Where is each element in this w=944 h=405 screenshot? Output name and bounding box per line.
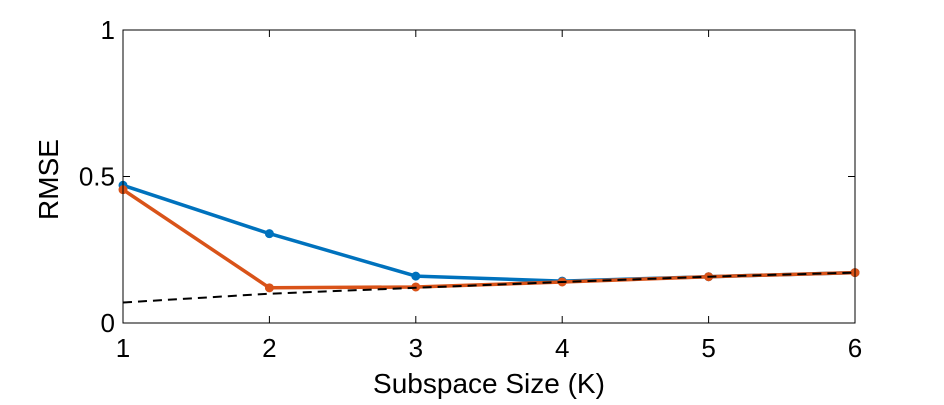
series-line-3	[122, 271, 856, 304]
x-tick-label: 2	[262, 333, 276, 363]
series-2-point	[264, 283, 274, 293]
x-tick-label: 3	[409, 333, 423, 363]
series-1-point	[411, 271, 421, 281]
x-tick-label: 6	[848, 333, 862, 363]
x-tick-label: 5	[701, 333, 715, 363]
x-tick-label: 4	[555, 333, 569, 363]
x-axis-label: Subspace Size (K)	[373, 368, 605, 399]
plot-area	[123, 30, 855, 323]
y-axis-label: RMSE	[33, 139, 64, 220]
series-1-point	[264, 229, 274, 239]
y-tick-label: 0	[101, 308, 115, 338]
y-tick-label: 0.5	[79, 162, 115, 192]
x-tick-label: 1	[116, 333, 130, 363]
tick-layer: 1 2 3 4 5 6 0 0.5 1	[79, 15, 862, 363]
series-layer	[118, 180, 860, 304]
y-tick-label: 1	[101, 15, 115, 45]
